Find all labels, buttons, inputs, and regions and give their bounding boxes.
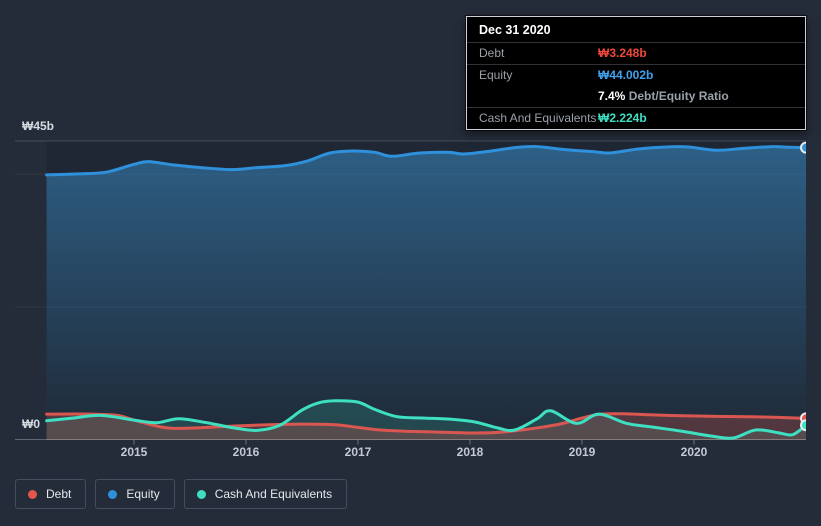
cash-legend-dot-icon bbox=[196, 489, 206, 499]
tooltip-debt-row: Debt ₩3.248b bbox=[467, 43, 805, 64]
legend-toggle-equity[interactable]: Equity bbox=[95, 479, 175, 509]
tooltip-equity-row: Equity ₩44.002b bbox=[467, 64, 805, 86]
chart-legend: Debt Equity Cash And Equivalents bbox=[15, 479, 348, 509]
tooltip-debt-value: ₩3.248b bbox=[598, 46, 647, 60]
tooltip-ratio-row: 7.4% Debt/Equity Ratio bbox=[467, 86, 805, 107]
tooltip-ratio: 7.4% Debt/Equity Ratio bbox=[598, 89, 729, 104]
tooltip-equity-value: ₩44.002b bbox=[598, 68, 654, 82]
y-axis-max-label: ₩45b bbox=[22, 119, 55, 133]
tooltip-ratio-label: Debt/Equity Ratio bbox=[628, 89, 729, 103]
tooltip-cash-value: ₩2.224b bbox=[598, 111, 647, 125]
chart-tooltip: Dec 31 2020 Debt ₩3.248b Equity ₩44.002b… bbox=[466, 16, 806, 130]
tooltip-date: Dec 31 2020 bbox=[467, 17, 805, 43]
tooltip-debt-label: Debt bbox=[479, 46, 505, 60]
tooltip-equity-label: Equity bbox=[479, 68, 513, 82]
x-axis-label-2017: 2017 bbox=[344, 445, 372, 459]
x-axis-label-2018: 2018 bbox=[456, 445, 484, 459]
legend-label-cash: Cash And Equivalents bbox=[214, 487, 333, 501]
y-axis-zero-label: ₩0 bbox=[22, 417, 40, 431]
legend-toggle-debt[interactable]: Debt bbox=[15, 479, 87, 509]
tooltip-cash-label: Cash And Equivalents bbox=[479, 111, 597, 125]
tooltip-cash-row: Cash And Equivalents ₩2.224b bbox=[467, 107, 805, 129]
tooltip-ratio-value: 7.4% bbox=[598, 89, 626, 103]
legend-label-equity: Equity bbox=[126, 487, 160, 501]
legend-toggle-cash[interactable]: Cash And Equivalents bbox=[183, 479, 348, 509]
x-axis-label-2016: 2016 bbox=[232, 445, 260, 459]
chart-plot-area[interactable] bbox=[15, 110, 806, 445]
equity-legend-dot-icon bbox=[108, 489, 118, 499]
x-axis-label-2015: 2015 bbox=[120, 445, 148, 459]
x-axis-label-2020: 2020 bbox=[680, 445, 708, 459]
debt-legend-dot-icon bbox=[28, 489, 37, 499]
chart-svg[interactable] bbox=[15, 110, 806, 445]
legend-label-debt: Debt bbox=[46, 487, 72, 501]
x-axis-label-2019: 2019 bbox=[568, 445, 596, 459]
